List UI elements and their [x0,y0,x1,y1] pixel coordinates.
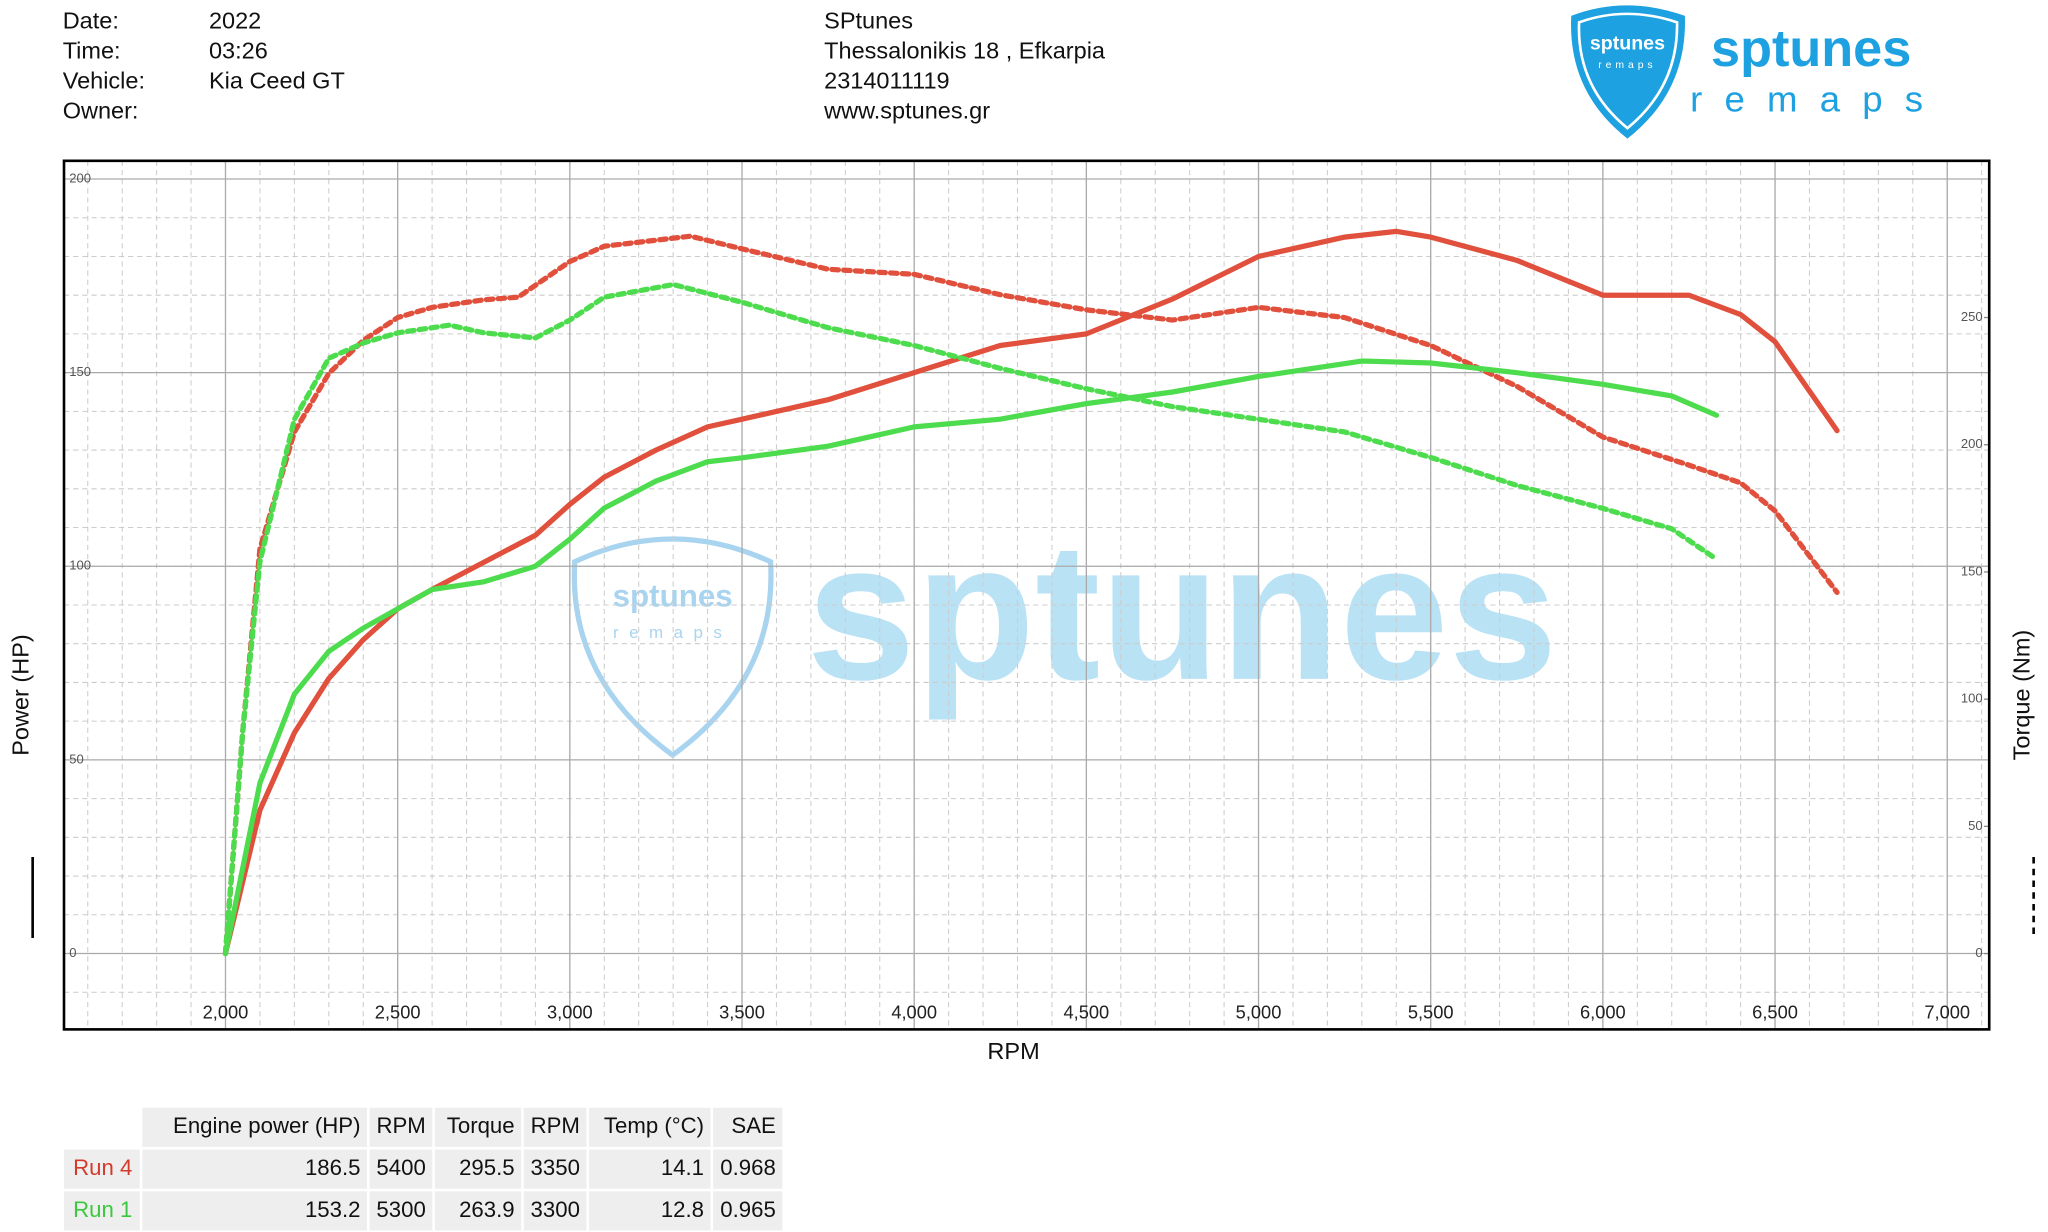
company-line: 2314011119 [824,68,949,94]
header-cell [713,1107,783,1147]
cell-value: 5300 [376,1197,425,1222]
series-line [222,228,1840,957]
y-axis-title: Power (HP) [7,634,33,755]
cell-value: 3350 [531,1155,580,1180]
company-line: SPtunes [824,8,913,34]
watermark-shield [571,536,774,759]
logo-shield [1571,5,1686,139]
field-value: 03:26 [209,38,268,64]
cell-value: 153.2 [305,1197,361,1222]
x-tick-label: 3,000 [547,1002,593,1023]
field-label: Owner: [63,98,139,124]
y2-tick-label: 250 [1961,309,1983,324]
cell [713,1149,783,1189]
cell [434,1149,522,1189]
x-tick-label: 6,000 [1580,1002,1626,1023]
x-tick-label: 4,000 [891,1002,937,1023]
logo-mini-name: sptunes [1590,33,1665,55]
header-cell [369,1107,433,1147]
cell-value: 5400 [376,1155,425,1180]
row-name: Run 4 [73,1155,132,1180]
x-tick-label: 3,500 [719,1002,765,1023]
watermark-mini-tagline: remaps [613,623,732,642]
cell [589,1191,711,1231]
logo-tagline: remaps [1690,79,1945,120]
x-tick-label: 2,500 [375,1002,421,1023]
header-cell [589,1107,711,1147]
cell [523,1149,587,1189]
header-cell [434,1107,522,1147]
cell-value: 186.5 [305,1155,361,1180]
field-label: Date: [63,8,119,34]
cell [713,1191,783,1231]
y-tick-label: 150 [69,364,91,379]
cell [142,1149,368,1189]
logo: sptunes remaps sptunes remaps [1571,5,1945,139]
y2-tick-label: 0 [1975,945,1982,960]
cell-value: 263.9 [459,1197,515,1222]
cell [142,1191,368,1231]
cell-value: 3300 [531,1197,580,1222]
cell-value: 0.965 [720,1197,776,1222]
header-cell [142,1107,368,1147]
y2-tick-label: 200 [1961,436,1983,451]
cell-value: 295.5 [459,1155,515,1180]
x-axis-title: RPM [987,1038,1039,1064]
y2-tick-label: 150 [1961,563,1983,578]
x-tick-label: 5,000 [1236,1002,1282,1023]
plot-frame [62,159,1991,1031]
column-header: Temp (°C) [604,1113,704,1138]
y-tick-label: 50 [69,751,84,766]
y2-tick-label: 50 [1968,818,1983,833]
cell [434,1191,522,1231]
column-header: Torque [447,1113,515,1138]
x-tick-label: 6,500 [1752,1002,1798,1023]
header-cell [523,1107,587,1147]
series-line [222,358,1720,957]
y-tick-label: 200 [69,170,91,185]
column-header: Engine power (HP) [173,1113,360,1138]
company-line: www.sptunes.gr [823,98,990,124]
cell [369,1149,433,1189]
cell-value: 0.968 [720,1155,776,1180]
x-tick-label: 4,500 [1063,1002,1109,1023]
column-header: RPM [531,1113,580,1138]
y2-tick-label: 100 [1961,691,1983,706]
y-tick-label: 0 [69,945,76,960]
field-value: 2022 [209,8,261,34]
series-line [222,233,1840,957]
column-header: RPM [376,1113,425,1138]
x-tick-label: 7,000 [1924,1002,1970,1023]
cell [523,1191,587,1231]
watermark-name: sptunes [806,502,1557,721]
column-header: SAE [731,1113,775,1138]
cell-value: 12.8 [661,1197,704,1222]
field-label: Time: [63,38,121,64]
logo-name: sptunes [1711,20,1911,78]
logo-mini-tagline: remaps [1598,60,1656,71]
cell [589,1149,711,1189]
logo-shield-border [1577,12,1679,130]
row-name: Run 1 [73,1197,132,1222]
field-value: Kia Ceed GT [209,68,345,94]
field-label: Vehicle: [63,68,145,94]
row-name-cell [64,1149,140,1189]
y-tick-label: 100 [69,558,91,573]
y2-axis-title: Torque (Nm) [2008,630,2034,761]
company-line: Thessalonikis 18 , Efkarpia [824,38,1106,64]
x-tick-label: 2,000 [203,1002,249,1023]
series-line [222,281,1720,957]
x-tick-label: 5,500 [1408,1002,1454,1023]
row-name-cell [64,1191,140,1231]
cell [369,1191,433,1231]
cell-value: 14.1 [661,1155,704,1180]
